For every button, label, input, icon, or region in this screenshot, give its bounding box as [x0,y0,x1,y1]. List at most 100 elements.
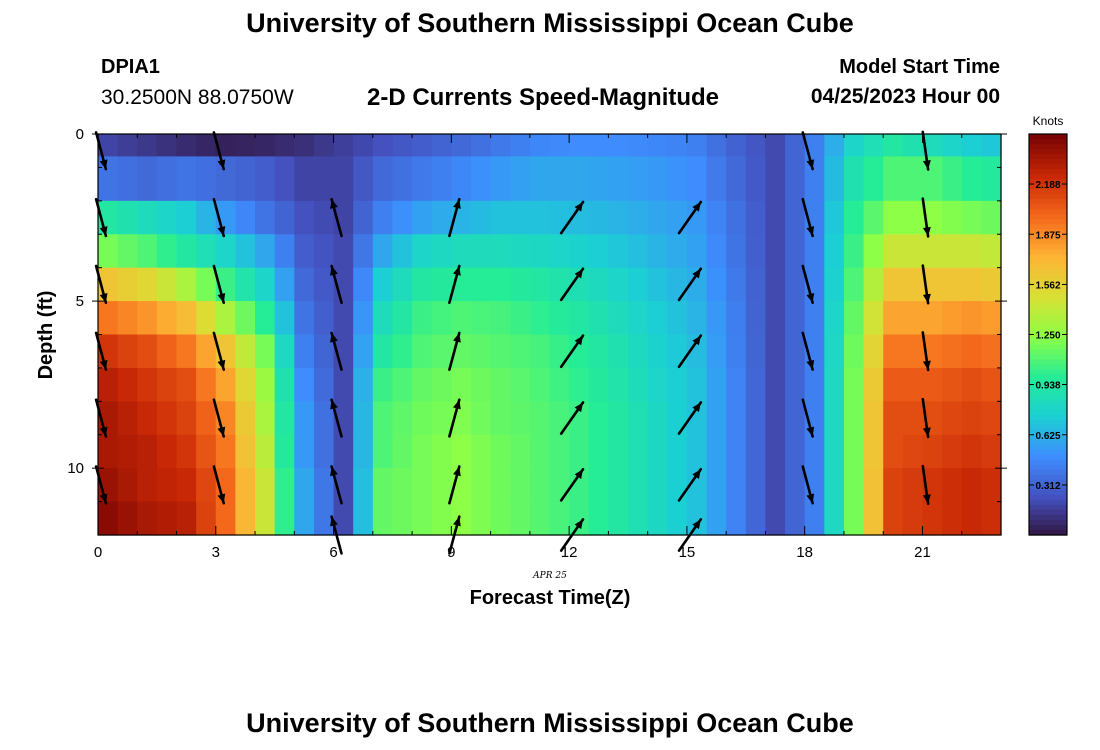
heatmap-cell [922,501,943,536]
heatmap-cell [431,401,452,436]
heatmap-cell [156,200,178,235]
current-speed-chart: 0 3 6 9 12 15 18 21 0 5 10 2.188 1.875 1.562 1.250 0.9… [35,114,1068,609]
heatmap-cell [647,401,668,436]
heatmap-cell [569,401,590,436]
heatmap-cell [549,367,570,402]
heatmap-cell [942,468,963,503]
heatmap-cell [843,301,865,336]
heatmap-cell [765,468,786,503]
colorbar-segment [1029,384,1067,391]
heatmap-cell [706,401,727,436]
colorbar-segment [1029,189,1067,195]
arrow-head [217,359,226,370]
heatmap-cell [667,434,688,469]
heatmap-cell [863,401,884,436]
heatmap-cell [196,267,217,302]
heatmap-cell [588,434,609,469]
colorbar-segment [1029,424,1067,431]
heatmap-cell [961,267,982,302]
heatmap-cell [863,501,884,536]
colorbar-segment [1029,394,1067,401]
colorbar-segment [1029,489,1067,496]
heatmap-cell [235,301,256,336]
heatmap-cell [942,501,963,536]
heatmap-cell [804,234,825,269]
heatmap-cell [353,334,374,369]
colorbar-segment [1029,474,1067,481]
heatmap-cell [510,200,531,235]
heatmap-cell [549,434,570,469]
heatmap-cell [392,501,413,536]
colorbar-segment [1029,174,1067,180]
heatmap-cell [98,156,119,202]
arrow-head [574,268,584,279]
arrow-head [922,360,931,371]
arrow-head [922,226,931,237]
heatmap-cell [235,367,256,402]
heatmap-cell [549,234,570,269]
heatmap-cell [706,367,727,402]
heatmap-cell [392,200,413,235]
heatmap-cell [255,156,276,202]
heatmap-cell [156,468,178,503]
heatmap-cell [470,334,492,369]
current-vector-arrow [559,200,585,235]
heatmap-cell [255,234,276,269]
heatmap-cell [529,434,551,469]
colorbar-segment [1029,134,1067,140]
heatmap-cell [588,334,609,369]
heatmap-cell [392,234,413,269]
heatmap-cell [215,156,237,202]
heatmap-cell [785,156,806,202]
heatmap-cell [137,156,158,202]
heatmap-cell [785,134,806,157]
heatmap-cell [765,434,786,469]
heatmap-cell [353,301,374,336]
heatmap-cell [961,367,982,402]
heatmap-cell [510,267,531,302]
heatmap-cell [863,301,884,336]
heatmap-cell [588,234,609,269]
heatmap-cell [549,301,570,336]
heatmap-cell [412,156,433,202]
heatmap-cell [726,267,747,302]
heatmap-cell [608,301,629,336]
heatmap-cell [706,200,727,235]
heatmap-cell [981,156,1002,202]
heatmap-cell [686,234,708,269]
heatmap-cell [902,434,924,469]
x-tick-label: 12 [561,544,578,561]
heatmap-cell [981,367,1002,402]
heatmap-cell [824,434,845,469]
current-vector-arrow [448,264,461,305]
colorbar-segment [1029,324,1067,331]
heatmap-cell [942,267,963,302]
heatmap-cell [981,501,1002,536]
heatmap-cell [745,334,767,369]
heatmap-cell [922,367,943,402]
colorbar-segment [1029,304,1067,311]
heatmap-cell [372,434,394,469]
heatmap-cell [686,434,708,469]
heatmap-cell [981,267,1002,302]
colorbar-segment [1029,459,1067,466]
heatmap-cell [176,200,197,235]
colorbar-segment [1029,249,1067,255]
heatmap-cell [117,200,138,235]
heatmap-cell [294,156,315,202]
heatmap-cell [883,334,904,369]
heatmap-cell [529,156,551,202]
current-vector-arrow [330,264,343,305]
heatmap-cell [647,200,668,235]
heatmap-cell [667,134,688,157]
heatmap-cell [549,134,570,157]
heatmap-cell [942,301,963,336]
current-vector-arrow [921,464,931,506]
colorbar-segment [1029,429,1067,436]
arrow-head [330,332,338,343]
heatmap-cell [470,301,492,336]
colorbar-segment [1029,364,1067,371]
colorbar-segment [1029,234,1067,240]
heatmap-cell [196,200,217,235]
heatmap-cell [628,156,649,202]
